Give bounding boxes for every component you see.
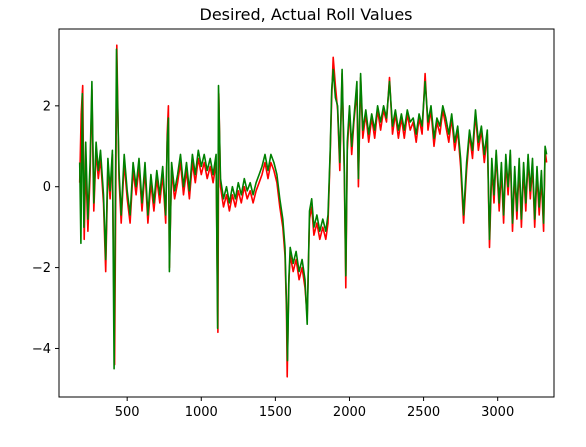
plot-frame <box>58 28 555 398</box>
x-tick-label: 2500 <box>407 405 440 420</box>
y-tick-label: −2 <box>32 261 51 276</box>
y-axis: −4 −2 0 2 <box>32 99 59 357</box>
y-tick-label: 0 <box>43 180 51 195</box>
x-tick-label: 3000 <box>481 405 514 420</box>
x-tick-label: 500 <box>115 405 140 420</box>
x-tick-label: 1000 <box>185 405 218 420</box>
x-tick-label: 1500 <box>259 405 292 420</box>
chart-title: Desired, Actual Roll Values <box>200 5 413 24</box>
series-line-1 <box>78 48 548 370</box>
y-tick-label: −4 <box>32 342 51 357</box>
y-tick-label: 2 <box>43 99 51 114</box>
x-axis: 500 1000 1500 2000 2500 3000 <box>115 397 514 420</box>
x-tick-label: 2000 <box>333 405 366 420</box>
series-layer <box>78 44 548 378</box>
